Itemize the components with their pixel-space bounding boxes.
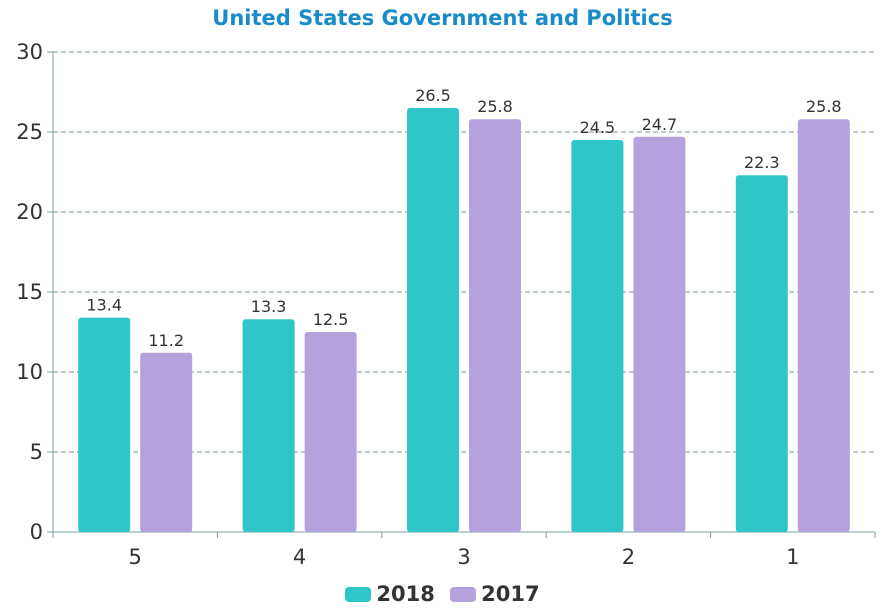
y-tick-label: 10: [16, 360, 43, 384]
data-label-2018-4: 13.3: [251, 297, 287, 316]
bar-2017-3: [469, 119, 521, 532]
legend-item-2017[interactable]: 2017: [450, 582, 540, 606]
data-label-2018-3: 26.5: [415, 86, 451, 105]
legend-label-2017: 2017: [481, 582, 540, 606]
x-tick-label: 3: [457, 545, 470, 569]
data-labels: 13.4 11.2 13.3 12.5 26.5 25.8 24.5 24.7 22.3 25.8: [86, 86, 841, 350]
bar-2018-1: [735, 175, 788, 532]
data-label-2017-5: 11.2: [148, 331, 184, 350]
axes: 0 5 10 15 20 25 30 5 4 3 2 1: [16, 40, 876, 569]
y-tick-label: 20: [16, 200, 43, 224]
bar-2017-5: [140, 352, 193, 532]
x-tick-label: 4: [293, 545, 306, 569]
bar-2017-1: [797, 119, 850, 532]
x-tick-label: 1: [786, 545, 799, 569]
data-label-2018-2: 24.5: [580, 118, 616, 137]
legend-swatch-2017: [450, 586, 477, 602]
legend-swatch-2018: [345, 586, 372, 602]
data-label-2017-4: 12.5: [313, 310, 349, 329]
data-label-2018-1: 22.3: [744, 153, 780, 172]
y-tick-label: 15: [16, 280, 43, 304]
bar-2018-4: [242, 319, 295, 532]
bar-2017-4: [304, 332, 357, 532]
data-label-2017-2: 24.7: [642, 115, 678, 134]
data-label-2017-3: 25.8: [477, 97, 513, 116]
x-tick-label: 5: [129, 545, 142, 569]
legend: 2018 2017: [0, 582, 885, 607]
data-label-2018-5: 13.4: [86, 296, 122, 315]
legend-item-2018[interactable]: 2018: [345, 582, 435, 606]
y-tick-label: 0: [30, 520, 43, 544]
chart-title: United States Government and Politics: [212, 6, 673, 30]
bar-2017-2: [633, 136, 686, 533]
y-tick-label: 5: [30, 440, 43, 464]
y-tick-label: 30: [16, 40, 43, 64]
bar-2018-5: [78, 317, 131, 532]
bar-2018-2: [571, 140, 624, 532]
y-tick-label: 25: [16, 120, 43, 144]
data-label-2017-1: 25.8: [806, 97, 842, 116]
x-tick-label: 2: [622, 545, 635, 569]
bar-2018-3: [407, 108, 459, 532]
bars: [78, 108, 850, 533]
legend-label-2018: 2018: [376, 582, 435, 606]
